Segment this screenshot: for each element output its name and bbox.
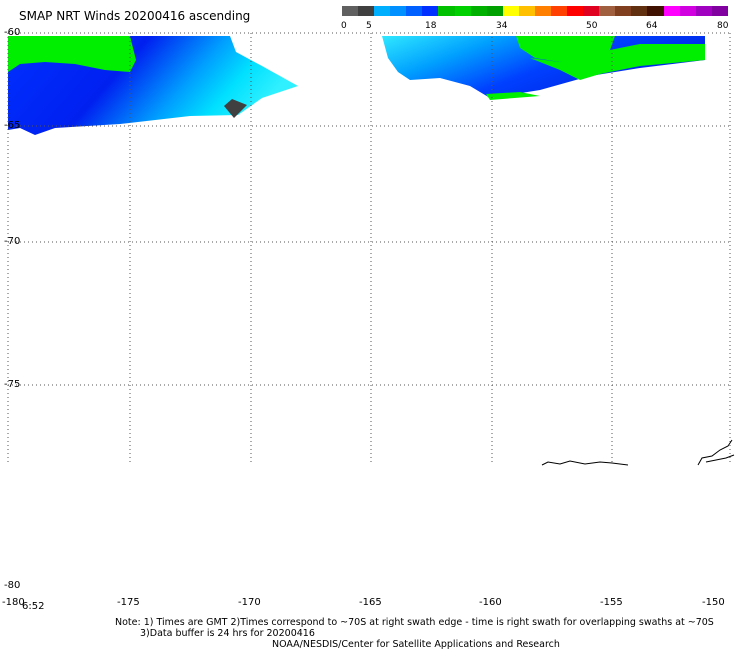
lon-label-180: -180 bbox=[2, 597, 25, 608]
colorbar-swatch-19 bbox=[647, 6, 664, 16]
colorbar-swatch-3 bbox=[390, 6, 407, 16]
graticule bbox=[7, 32, 731, 465]
colorbar-swatch-12 bbox=[534, 6, 552, 16]
colorbar-swatch-13 bbox=[551, 6, 568, 16]
colorbar-swatch-15 bbox=[583, 6, 600, 16]
lat-label-80: -80 bbox=[4, 580, 21, 591]
colorbar-label-34: 34 bbox=[496, 21, 508, 31]
colorbar-label-80: 80 bbox=[717, 21, 729, 31]
colorbar-label-50: 50 bbox=[586, 21, 598, 31]
colorbar-label-18: 18 bbox=[425, 21, 437, 31]
colorbar-swatch-23 bbox=[711, 6, 728, 16]
coastline bbox=[541, 439, 735, 466]
colorbar-swatch-17 bbox=[615, 6, 632, 16]
wind-speed-colorbar bbox=[342, 6, 728, 16]
lon-label-155: -155 bbox=[600, 597, 623, 608]
colorbar-swatch-6 bbox=[438, 6, 455, 16]
colorbar-label-5: 5 bbox=[366, 21, 372, 31]
note-line-1: Note: 1) Times are GMT 2)Times correspon… bbox=[115, 617, 714, 628]
note-line-3: NOAA/NESDIS/Center for Satellite Applica… bbox=[272, 639, 560, 650]
colorbar-swatch-9 bbox=[486, 6, 503, 16]
colorbar-swatch-16 bbox=[599, 6, 616, 16]
lon-label-150: -150 bbox=[702, 597, 725, 608]
lat-label-60: -60 bbox=[4, 27, 21, 38]
land-patch bbox=[224, 99, 247, 118]
note-line-2: 3)Data buffer is 24 hrs for 20200416 bbox=[140, 628, 315, 639]
colorbar-swatch-2 bbox=[374, 6, 391, 16]
colorbar-swatch-21 bbox=[679, 6, 696, 16]
map-title: SMAP NRT Winds 20200416 ascending bbox=[19, 9, 251, 23]
lon-label-165: -165 bbox=[359, 597, 382, 608]
lat-label-70: -70 bbox=[4, 236, 21, 247]
colorbar-swatch-18 bbox=[631, 6, 648, 16]
lon-label-175: -175 bbox=[117, 597, 140, 608]
colorbar-swatch-7 bbox=[454, 6, 471, 16]
colorbar-swatch-20 bbox=[663, 6, 680, 16]
time-label: 6:52 bbox=[22, 601, 45, 612]
lon-label-160: -160 bbox=[479, 597, 502, 608]
colorbar-swatch-4 bbox=[406, 6, 423, 16]
colorbar-swatch-11 bbox=[518, 6, 535, 16]
colorbar-label-0: 0 bbox=[341, 21, 347, 31]
colorbar-swatch-5 bbox=[422, 6, 439, 16]
high-wind-green-left bbox=[8, 36, 136, 72]
lat-label-65: -65 bbox=[4, 120, 21, 131]
high-wind-green-strip bbox=[486, 92, 540, 100]
lon-label-170: -170 bbox=[238, 597, 261, 608]
colorbar-swatch-14 bbox=[567, 6, 584, 16]
colorbar-swatch-8 bbox=[470, 6, 487, 16]
colorbar-label-64: 64 bbox=[646, 21, 658, 31]
lat-label-75: -75 bbox=[4, 379, 21, 390]
colorbar-swatch-10 bbox=[502, 6, 519, 16]
colorbar-swatch-0 bbox=[342, 6, 359, 16]
high-wind-green-right bbox=[530, 44, 705, 80]
colorbar-swatch-22 bbox=[695, 6, 712, 16]
colorbar-swatch-1 bbox=[358, 6, 375, 16]
